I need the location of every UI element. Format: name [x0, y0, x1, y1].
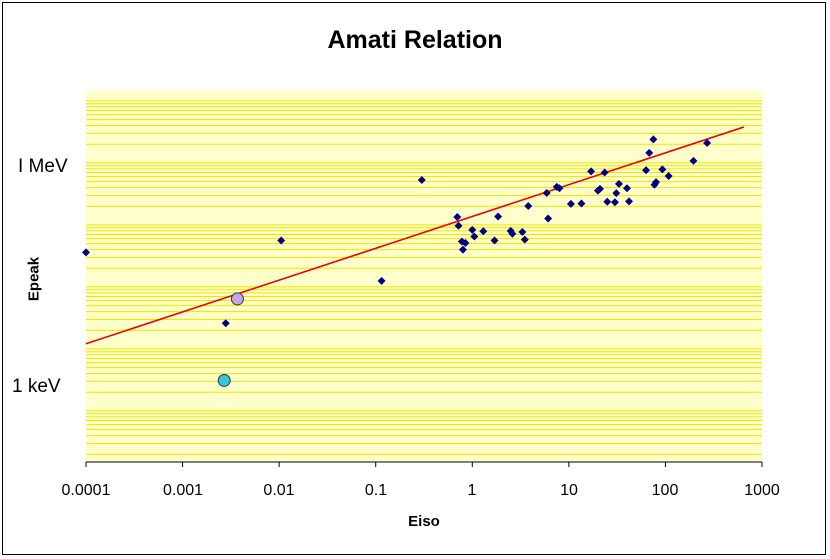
- data-point: [377, 276, 386, 285]
- x-tick-label: 10: [560, 482, 578, 499]
- data-point: [587, 167, 596, 176]
- data-point: [490, 236, 499, 245]
- y-tick-label: I MeV: [18, 156, 68, 177]
- data-point: [566, 199, 575, 208]
- data-point: [454, 221, 463, 230]
- x-tick-label: 0.1: [364, 482, 388, 499]
- x-tick-label: 1000: [744, 482, 780, 499]
- x-tick-label: 100: [651, 482, 679, 499]
- data-point: [520, 235, 529, 244]
- x-tick-label: 0.0001: [61, 482, 111, 499]
- data-point: [470, 232, 479, 241]
- fit-line: [85, 126, 745, 345]
- data-point: [652, 178, 661, 187]
- data-point: [277, 236, 286, 245]
- data-point: [642, 166, 651, 175]
- data-point: [664, 172, 673, 181]
- data-point: [689, 156, 698, 165]
- data-point: [221, 319, 230, 328]
- data-point: [417, 176, 426, 185]
- data-point: [508, 229, 517, 238]
- x-tick-label: 0.01: [263, 482, 295, 499]
- x-tick-label: 1: [467, 482, 477, 499]
- fit-line-group: [85, 126, 745, 345]
- plot-area: [86, 90, 762, 462]
- x-axis-label: Eiso: [408, 513, 440, 530]
- data-point: [658, 165, 667, 174]
- data-point: [645, 148, 654, 157]
- data-point: [458, 245, 467, 254]
- data-point: [494, 212, 503, 221]
- data-point: [622, 184, 631, 193]
- data-point: [453, 213, 462, 222]
- x-ticks: [85, 462, 763, 467]
- data-point: [649, 135, 658, 144]
- data-point: [82, 248, 90, 257]
- chart-title: Amati Relation: [327, 26, 503, 54]
- data-point: [595, 184, 604, 193]
- outlier-point: [217, 373, 231, 387]
- data-point: [612, 189, 621, 198]
- data-point: [625, 197, 634, 206]
- data-point: [479, 227, 488, 236]
- data-point: [544, 214, 553, 223]
- data-point: [610, 198, 619, 207]
- data-point: [524, 201, 533, 210]
- data-point: [555, 184, 564, 193]
- data-point: [468, 225, 477, 234]
- gridlines: [86, 100, 762, 455]
- data-points: [82, 135, 712, 387]
- data-point: [542, 189, 551, 198]
- data-point: [603, 197, 612, 206]
- x-tick-label: 0.001: [162, 482, 204, 499]
- data-point: [577, 199, 586, 208]
- data-point: [703, 138, 712, 147]
- data-point: [518, 227, 527, 236]
- outlier-point: [230, 292, 244, 306]
- data-point: [461, 239, 470, 248]
- data-point: [600, 168, 609, 177]
- data-point: [614, 179, 623, 188]
- y-tick-label: 1 keV: [12, 376, 61, 397]
